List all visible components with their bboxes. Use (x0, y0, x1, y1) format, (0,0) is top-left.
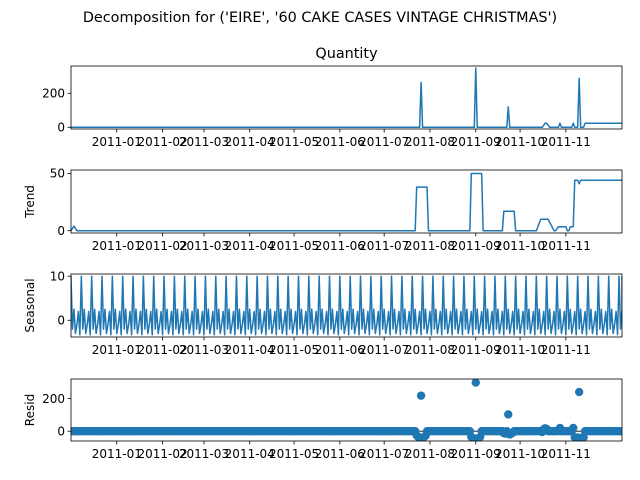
x-tick-label: 2011-06 (315, 135, 365, 149)
x-tick-label: 2011-02 (138, 135, 188, 149)
x-tick-label: 2011-01 (92, 343, 142, 357)
x-tick-label: 2011-03 (179, 135, 229, 149)
panel-title: Quantity (315, 46, 378, 62)
seasonal-line (71, 275, 622, 336)
x-tick-label: 2011-09 (451, 343, 501, 357)
resid-point (416, 391, 426, 400)
x-tick-label: 2011-10 (495, 135, 545, 149)
x-tick-label: 2011-10 (495, 447, 545, 461)
y-tick-label: 10 (50, 269, 65, 283)
x-tick-label: 2011-09 (451, 135, 501, 149)
x-tick-label: 2011-01 (92, 135, 142, 149)
axes-frame (70, 169, 623, 234)
x-tick-label: 2011-08 (405, 447, 455, 461)
x-tick-label: 2011-11 (541, 135, 591, 149)
resid-point (569, 423, 578, 433)
plot-area (71, 172, 622, 232)
y-tick-label: 200 (42, 86, 65, 100)
plot-area (71, 67, 622, 129)
series-line (71, 172, 622, 232)
x-tick-label: 2011-04 (225, 343, 275, 357)
x-tick-label: 2011-07 (359, 135, 409, 149)
resid-point (504, 410, 513, 419)
x-tick-label: 2011-07 (359, 239, 409, 253)
x-tick-label: 2011-01 (92, 447, 142, 461)
x-tick-label: 2011-04 (225, 135, 275, 149)
x-tick-label: 2011-06 (315, 343, 365, 357)
x-tick-label: 2011-03 (179, 239, 229, 253)
x-tick-label: 2011-09 (451, 239, 501, 253)
panels: Quantity02002011-012011-022011-032011-04… (23, 46, 623, 461)
y-tick-label: 0 (57, 313, 65, 327)
x-tick-label: 2011-11 (541, 343, 591, 357)
x-tick-label: 2011-07 (359, 343, 409, 357)
x-tick-label: 2011-04 (225, 239, 275, 253)
y-axis-label: Seasonal (23, 278, 37, 332)
axes-frame (70, 378, 623, 442)
axes-frame (70, 65, 623, 130)
x-tick-label: 2011-05 (269, 239, 319, 253)
x-tick-label: 2011-08 (405, 135, 455, 149)
figure-title: Decomposition for ('EIRE', '60 CAKE CASE… (83, 10, 557, 26)
x-tick-label: 2011-09 (451, 447, 501, 461)
x-tick-label: 2011-02 (138, 239, 188, 253)
x-tick-label: 2011-05 (269, 135, 319, 149)
x-tick-label: 2011-08 (405, 343, 455, 357)
series-line (71, 67, 622, 129)
x-tick-label: 2011-05 (269, 343, 319, 357)
y-axis-label: Resid (23, 394, 37, 426)
x-tick-label: 2011-02 (138, 447, 188, 461)
x-tick-label: 2011-05 (269, 447, 319, 461)
x-tick-label: 2011-07 (359, 447, 409, 461)
x-tick-label: 2011-06 (315, 239, 365, 253)
x-tick-label: 2011-10 (495, 239, 545, 253)
panel-resid: Resid02002011-012011-022011-032011-04201… (23, 378, 623, 461)
panel-seasonal: Seasonal 0102011-012011-022011-032011-042… (23, 269, 623, 357)
resid-point (574, 387, 584, 397)
x-tick-label: 2011-11 (541, 239, 591, 253)
plot-area (71, 379, 622, 441)
axes-frame (70, 273, 623, 338)
y-axis-label: Trend (23, 185, 37, 219)
panel-trend: Trend0502011-012011-022011-032011-042011… (23, 167, 623, 253)
x-tick-label: 2011-01 (92, 239, 142, 253)
x-tick-label: 2011-11 (541, 447, 591, 461)
x-tick-label: 2011-03 (179, 447, 229, 461)
y-tick-label: 200 (42, 392, 65, 406)
y-tick-label: 50 (50, 167, 65, 181)
x-tick-label: 2011-04 (225, 447, 275, 461)
y-tick-label: 0 (57, 120, 65, 134)
x-tick-label: 2011-06 (315, 447, 365, 461)
y-tick-label: 0 (57, 224, 65, 238)
x-tick-label: 2011-02 (138, 343, 188, 357)
x-tick-label: 2011-10 (495, 343, 545, 357)
x-tick-label: 2011-08 (405, 239, 455, 253)
y-tick-label: 0 (57, 424, 65, 438)
resid-point (471, 379, 480, 387)
x-tick-label: 2011-03 (179, 343, 229, 357)
plot-area (71, 275, 622, 336)
panel-observed: Quantity 0 200 2011-012011-022011-032011-04… (42, 46, 623, 149)
resid-point (617, 427, 622, 436)
